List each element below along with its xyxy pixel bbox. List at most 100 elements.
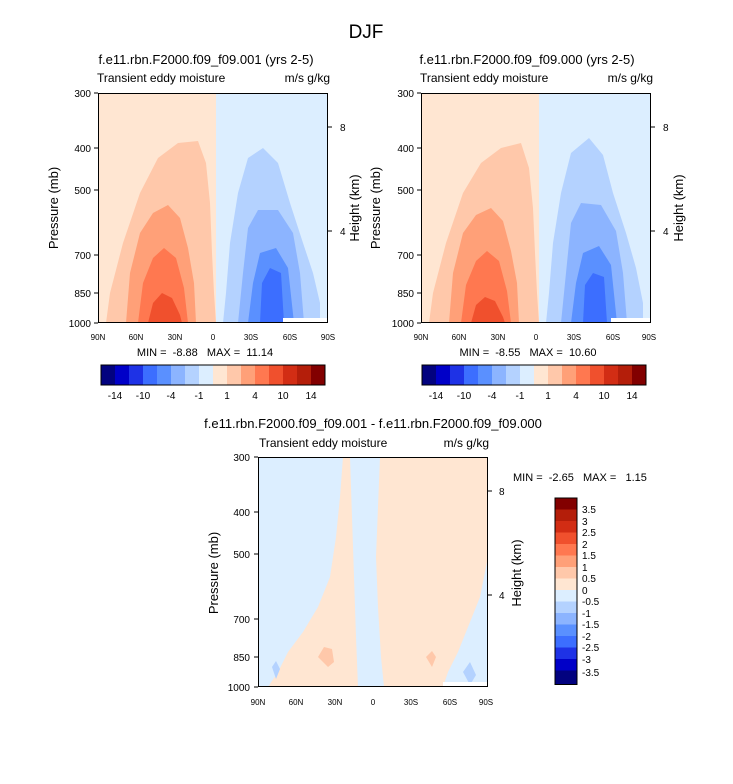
panel-3-region-neg-right (443, 557, 488, 687)
panel-1-region-pos4 (138, 248, 188, 323)
panel-3-region-neg-left (258, 457, 343, 687)
panel-3-colorbar-label: 1.5 (582, 551, 596, 562)
panel-3-region-pos-pocket-2 (318, 647, 334, 667)
panel-1-y-tick: 700 (74, 251, 91, 262)
panel-2-y-tick: 1000 (392, 319, 415, 330)
panel-2-surface-strip (611, 318, 651, 323)
panel-3-height-tick: 4 (499, 591, 505, 602)
panel-1-y-tick: 1000 (69, 319, 92, 330)
panel-2-region-pos5 (471, 297, 505, 323)
panel-1-ylabel-right: Height (km) (347, 174, 362, 241)
panel-3-title: f.e11.rbn.F2000.f09_f09.001 - f.e11.rbn.… (204, 416, 542, 431)
panel-1-plot-border (98, 93, 328, 323)
panel-3-y-tick: 300 (233, 453, 250, 464)
panel-2-height-tick: 8 (663, 123, 669, 134)
panel-1-x-tick: 90S (321, 333, 335, 342)
panel-1-title: f.e11.rbn.F2000.f09_f09.001 (yrs 2-5) (98, 52, 313, 67)
panel-1-y-axis: 300 400 500 700 850 1000 (69, 89, 98, 330)
panel-1-y-tick: 400 (74, 144, 91, 155)
panel-2-x-tick: 0 (534, 333, 539, 342)
panel-1-colorbar-label: -4 (167, 391, 176, 402)
panel-3-stats: MIN = -2.65 MAX = 1.15 (513, 472, 647, 484)
panel-2-stats: MIN = -8.55 MAX = 10.60 (460, 347, 597, 359)
panel-3-y-tick: 850 (233, 653, 250, 664)
panel-3-region-neg-pocket (272, 661, 280, 679)
panel-2-y-tick: 400 (397, 144, 414, 155)
panel-2-y-tick: 500 (397, 186, 414, 197)
panel-1-surface-strip (283, 318, 328, 323)
panel-2-height-tick: 4 (663, 227, 669, 238)
panel-3-y-tick: 400 (233, 508, 250, 519)
panel-3-left-label: Transient eddy moisture (259, 436, 388, 450)
panel-3-x-tick: 30N (328, 698, 343, 707)
panel-2-colorbar-label: -14 (429, 391, 444, 402)
panel-3-colorbar-label: 2 (582, 540, 588, 551)
panel-2-region-neg5 (583, 273, 607, 323)
panel-2-y-tick: 700 (397, 251, 414, 262)
panel-2-colorbar-label: -1 (516, 391, 525, 402)
panel-1-region-neg5 (260, 268, 284, 323)
panel-2-colorbar: -14 -10 -4 -1 1 4 10 14 (421, 364, 647, 402)
panel-1-colorbar-label: 10 (277, 391, 289, 402)
panel-3-surface-strip (443, 682, 488, 687)
panel-3-colorbar-label: 3 (582, 517, 588, 528)
panel-2-x-tick: 90S (642, 333, 656, 342)
panel-1-colorbar-label: 4 (252, 391, 258, 402)
panel-3-height-axis: 8 4 (488, 487, 505, 602)
panel-3-x-tick: 30S (404, 698, 418, 707)
panel-3-colorbar-label: 3.5 (582, 505, 596, 516)
panel-1-y-tick: 500 (74, 186, 91, 197)
panel-3-y-tick: 500 (233, 550, 250, 561)
panel-1-colorbar-label: 14 (305, 391, 317, 402)
panel-1-x-tick: 0 (211, 333, 216, 342)
panel-3-colorbar-label: -3.5 (582, 668, 600, 679)
panel-3-height-tick: 8 (499, 487, 505, 498)
panel-1-plot-area (98, 93, 328, 323)
panel-1-left-label: Transient eddy moisture (97, 71, 226, 85)
panel-3-colorbar-label: 2.5 (582, 528, 596, 539)
panel-1: f.e11.rbn.F2000.f09_f09.001 (yrs 2-5) Tr… (46, 52, 362, 402)
panel-3-ylabel: Pressure (mb) (206, 532, 221, 614)
panel-2-colorbar-label: 4 (573, 391, 579, 402)
panel-1-x-tick: 60S (283, 333, 297, 342)
panel-2-plot-area (421, 93, 651, 323)
panel-2-height-axis: 8 4 (651, 123, 669, 238)
panel-1-y-tick: 850 (74, 289, 91, 300)
panel-3-x-tick: 60S (443, 698, 457, 707)
panel-1-colorbar: -14 -10 -4 -1 1 4 10 14 (100, 364, 326, 402)
panel-1-colorbar-label: -10 (136, 391, 151, 402)
panel-3-y-tick: 1000 (228, 683, 251, 694)
figure-title: DJF (349, 22, 384, 43)
panel-3-y-tick: 700 (233, 615, 250, 626)
panel-3-colorbar-label: 0 (582, 586, 588, 597)
panel-3-region-pos-pocket-3 (426, 651, 436, 667)
panel-3-plot-border (258, 457, 488, 687)
panel-2-y-tick: 850 (397, 289, 414, 300)
panel-2-colorbar-label: 1 (545, 391, 551, 402)
panel-1-ylabel: Pressure (mb) (46, 167, 61, 249)
panel-3-ylabel-right: Height (km) (509, 539, 524, 606)
panel-2-plot-border (421, 93, 651, 323)
panel-2-colorbar-label: -4 (488, 391, 497, 402)
panel-1-x-tick: 60N (129, 333, 144, 342)
panel-1-x-tick: 30N (168, 333, 183, 342)
panel-1-height-tick: 8 (340, 123, 346, 134)
panel-3-x-axis: 90N 60N 30N 0 30S 60S 90S (251, 698, 493, 707)
panel-3-y-axis: 300 400 500 700 850 1000 (228, 453, 258, 694)
panel-2-colorbar-label: 14 (626, 391, 638, 402)
panel-1-x-axis: 90N 60N 30N 0 30S 60S 90S (91, 333, 335, 342)
panel-3-region-neg-center (350, 457, 384, 687)
panel-2-x-tick: 90N (414, 333, 429, 342)
panel-2-x-tick: 30S (567, 333, 581, 342)
panel-2-region-pos4 (461, 251, 511, 323)
panel-3-x-tick: 60N (289, 698, 304, 707)
panel-3-x-tick: 0 (371, 698, 376, 707)
panel-2-y-tick: 300 (397, 89, 414, 100)
panel-3-colorbar: 3.5 3 2.5 2 1.5 1 0.5 0 -0.5 -1 -1.5 -2 … (554, 497, 600, 685)
panel-1-right-label: m/s g/kg (285, 71, 330, 85)
panel-1-colorbar-label: -1 (195, 391, 204, 402)
panel-3-colorbar-label: -2.5 (582, 643, 600, 654)
panel-2-colorbar-label: 10 (598, 391, 610, 402)
panel-2-x-tick: 60S (606, 333, 620, 342)
panel-1-x-tick: 30S (244, 333, 258, 342)
